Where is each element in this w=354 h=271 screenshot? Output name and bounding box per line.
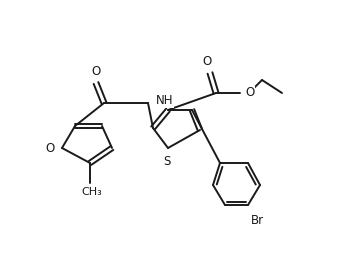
Text: O: O (91, 65, 101, 78)
Text: S: S (163, 155, 171, 168)
Text: Br: Br (251, 214, 264, 227)
Text: O: O (245, 86, 254, 99)
Text: NH: NH (156, 95, 173, 108)
Text: O: O (202, 55, 212, 68)
Text: O: O (46, 141, 55, 154)
Text: CH₃: CH₃ (82, 187, 102, 197)
